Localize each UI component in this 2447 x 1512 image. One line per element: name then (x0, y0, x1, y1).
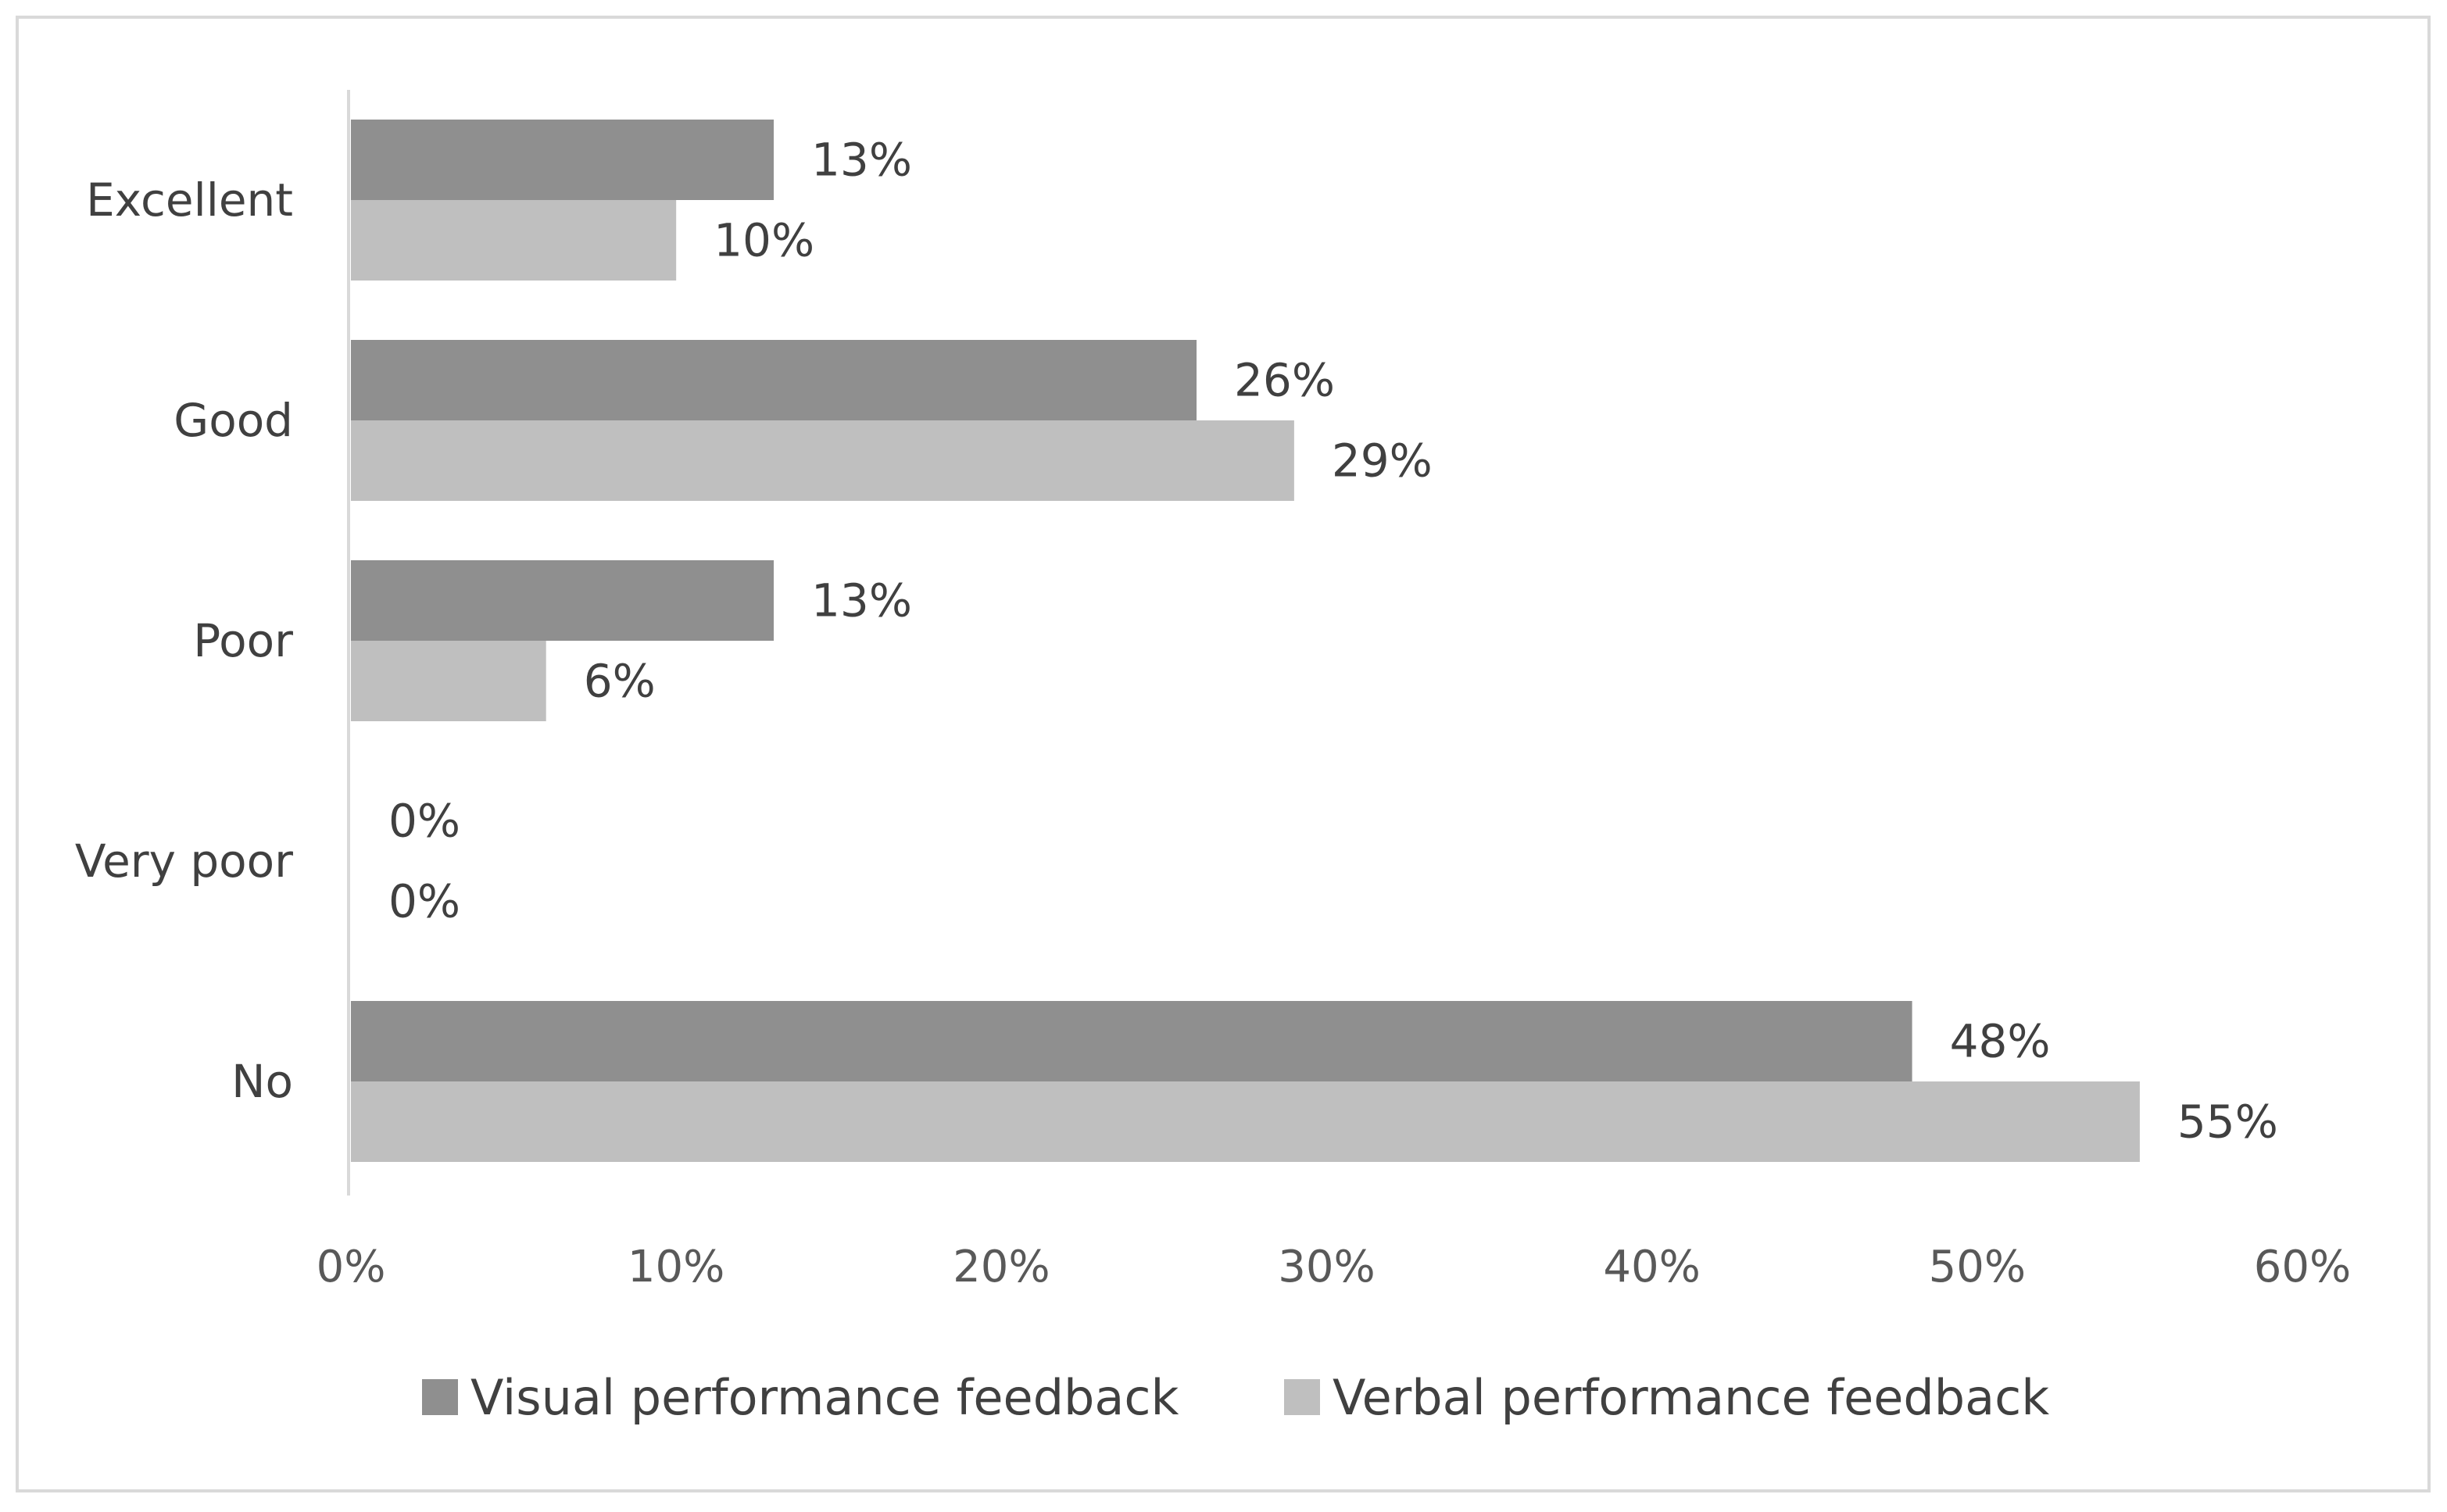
category-label-no: No (231, 1055, 293, 1108)
x-tick-label-60: 60% (2254, 1242, 2351, 1292)
bar-verbal-no (351, 1081, 2140, 1162)
legend: Visual performance feedback Verbal perfor… (422, 1369, 2049, 1426)
data-label-visual-very-poor: 0% (388, 795, 460, 848)
legend-label-visual: Visual performance feedback (470, 1369, 1179, 1426)
x-axis-tick-labels: 0% 10% 20% 30% 40% 50% 60% (317, 1242, 2352, 1292)
legend-swatch-visual (422, 1379, 458, 1415)
data-label-verbal-poor: 6% (584, 655, 656, 708)
x-tick-label-30: 30% (1278, 1242, 1375, 1292)
category-label-excellent: Excellent (86, 173, 293, 227)
category-label-very-poor: Very poor (75, 835, 293, 888)
bar-visual-good (351, 340, 1197, 420)
bars-layer (351, 120, 2140, 1162)
bar-verbal-excellent (351, 200, 677, 281)
data-label-visual-poor: 13% (811, 574, 912, 627)
data-label-verbal-very-poor: 0% (388, 875, 460, 928)
x-tick-label-50: 50% (1929, 1242, 2026, 1292)
data-label-visual-no: 48% (1950, 1015, 2051, 1068)
data-label-visual-excellent: 13% (811, 134, 912, 187)
bar-verbal-poor (351, 641, 546, 721)
data-label-visual-good: 26% (1234, 354, 1335, 407)
data-label-verbal-good: 29% (1332, 434, 1433, 488)
category-label-poor: Poor (193, 614, 293, 667)
bar-verbal-good (351, 420, 1294, 501)
x-tick-label-10: 10% (628, 1242, 724, 1292)
x-tick-label-40: 40% (1603, 1242, 1700, 1292)
data-label-verbal-excellent: 10% (714, 214, 814, 267)
data-labels: 13% 10% 26% 29% 13% 6% 0% 0% 48% 55% (388, 134, 2278, 1149)
x-tick-label-20: 20% (953, 1242, 1050, 1292)
bar-visual-excellent (351, 120, 775, 200)
x-tick-label-0: 0% (317, 1242, 386, 1292)
category-label-good: Good (174, 394, 293, 447)
bar-visual-no (351, 1001, 1912, 1081)
legend-swatch-verbal (1284, 1379, 1320, 1415)
data-label-verbal-no: 55% (2177, 1096, 2278, 1149)
bar-visual-poor (351, 560, 775, 641)
legend-label-verbal: Verbal performance feedback (1333, 1369, 2049, 1426)
category-labels: Excellent Good Poor Very poor No (75, 173, 293, 1108)
